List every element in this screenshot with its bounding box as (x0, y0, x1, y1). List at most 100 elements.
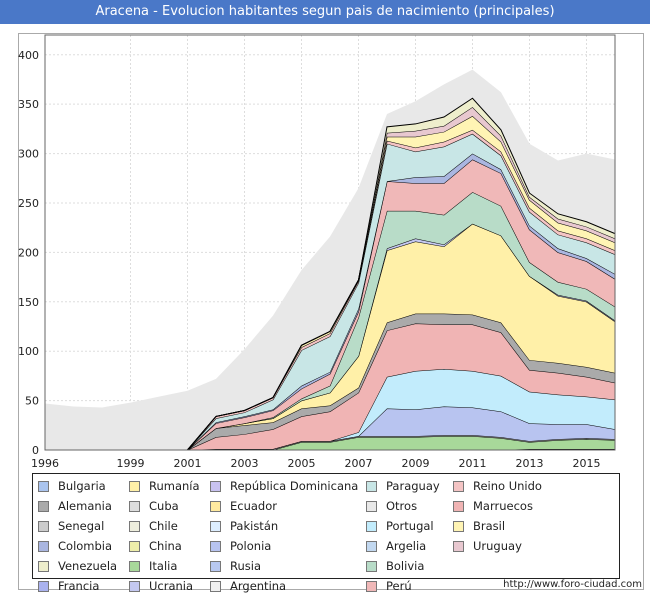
legend-label: Rumanía (149, 479, 200, 493)
area-layer-reino-unido (187, 313, 615, 450)
legend-item: Senegal (38, 517, 104, 535)
legend-item: Paraguay (366, 477, 440, 495)
x-tick-label: 2011 (459, 457, 487, 470)
y-tick-label: 0 (32, 444, 39, 457)
legend-swatch (38, 560, 49, 572)
area-layer-marruecos (187, 323, 615, 450)
area-layer-polonia (187, 406, 615, 450)
legend-item: Brasil (453, 517, 505, 535)
area-layer-portugal (187, 368, 615, 450)
legend-item: Ucrania (129, 577, 193, 595)
legend-label: Otros (386, 499, 418, 513)
legend-item: Rusia (210, 557, 261, 575)
legend-swatch (129, 500, 140, 512)
area-layer-paraguay (187, 133, 615, 451)
stacked-areas (45, 69, 616, 451)
legend-swatch (453, 500, 464, 512)
plot-border (44, 34, 616, 451)
source-link[interactable]: http://www.foro-ciudad.com (503, 579, 642, 590)
legend-item: Rumanía (129, 477, 200, 495)
legend-label: Argelia (386, 539, 427, 553)
legend-swatch (210, 520, 221, 532)
legend-item: Portugal (366, 517, 434, 535)
y-tick-label: 400 (18, 49, 39, 62)
legend-item: Cuba (129, 497, 179, 515)
legend: Bulgaria Alemania Senegal Colombia Venezuela… (32, 473, 620, 593)
legend-item: Ecuador (210, 497, 277, 515)
y-tick-label: 200 (18, 246, 39, 259)
legend-swatch (38, 520, 49, 532)
legend-item: Chile (129, 517, 178, 535)
area-layer-rumanía (187, 223, 615, 450)
legend-label: Portugal (386, 519, 434, 533)
legend-label: Marruecos (473, 499, 533, 513)
legend-label: Cuba (149, 499, 179, 513)
axes: 0 50 100 150 200 250 300 350 400 1996 1999 2001 2003… (18, 34, 616, 470)
legend-swatch (38, 540, 49, 552)
legend-swatch (129, 480, 140, 492)
legend-label: Bolivia (386, 559, 425, 573)
x-tick-label: 2015 (573, 457, 601, 470)
legend-label: Alemania (58, 499, 112, 513)
legend-label: Italia (149, 559, 178, 573)
area-boundary (187, 152, 616, 451)
legend-item: Italia (129, 557, 177, 575)
legend-label: Reino Unido (473, 479, 542, 493)
x-tick-label: 2007 (345, 457, 373, 470)
legend-swatch (453, 480, 464, 492)
area-boundary (187, 313, 616, 451)
legend-label: Colombia (58, 539, 113, 553)
legend-swatch (366, 580, 377, 592)
legend-swatch (210, 500, 221, 512)
legend-item: Bulgaria (38, 477, 106, 495)
legend-swatch (129, 540, 140, 552)
legend-item: Marruecos (453, 497, 533, 515)
legend-label: Perú (386, 579, 412, 593)
legend-label: Paraguay (386, 479, 440, 493)
legend-item: Uruguay (453, 537, 522, 555)
legend-item: Pakistán (210, 517, 278, 535)
legend-label: Ecuador (230, 499, 277, 513)
legend-swatch (366, 520, 377, 532)
legend-label: Chile (149, 519, 178, 533)
legend-label: China (149, 539, 182, 553)
legend-swatch (129, 520, 140, 532)
x-tick-label: 1999 (117, 457, 145, 470)
legend-swatch (453, 520, 464, 532)
y-tick-label: 150 (18, 296, 39, 309)
y-tick-label: 100 (18, 345, 39, 358)
legend-item: Polonia (210, 537, 271, 555)
legend-swatch (366, 480, 377, 492)
legend-label: Venezuela (58, 559, 118, 573)
legend-swatch (38, 580, 49, 592)
legend-item: Otros (366, 497, 417, 515)
x-tick-label: 2003 (231, 457, 259, 470)
legend-item: Perú (366, 577, 412, 595)
x-tick-label: 2005 (288, 457, 316, 470)
legend-item: República Dominicana (210, 477, 358, 495)
legend-item: China (129, 537, 182, 555)
legend-item: Colombia (38, 537, 112, 555)
legend-label: Rusia (230, 559, 261, 573)
legend-label: República Dominicana (230, 479, 359, 493)
legend-swatch (453, 540, 464, 552)
legend-label: Brasil (473, 519, 506, 533)
legend-swatch (210, 580, 221, 592)
legend-label: Pakistán (230, 519, 279, 533)
legend-swatch (210, 560, 221, 572)
chart-title: Aracena - Evolucion habitantes segun pai… (0, 0, 650, 24)
legend-label: Francia (58, 579, 100, 593)
legend-swatch (38, 500, 49, 512)
legend-label: Argentina (230, 579, 287, 593)
legend-label: Senegal (58, 519, 105, 533)
area-layer-perú (187, 159, 615, 450)
legend-item: Reino Unido (453, 477, 542, 495)
area-layer-alemania (187, 435, 615, 450)
legend-swatch (210, 480, 221, 492)
legend-label: Uruguay (473, 539, 522, 553)
legend-label: Ucrania (149, 579, 194, 593)
legend-swatch (366, 500, 377, 512)
y-tick-label: 250 (18, 197, 39, 210)
area-layer-colombia (187, 153, 615, 451)
x-tick-label: 2009 (402, 457, 430, 470)
